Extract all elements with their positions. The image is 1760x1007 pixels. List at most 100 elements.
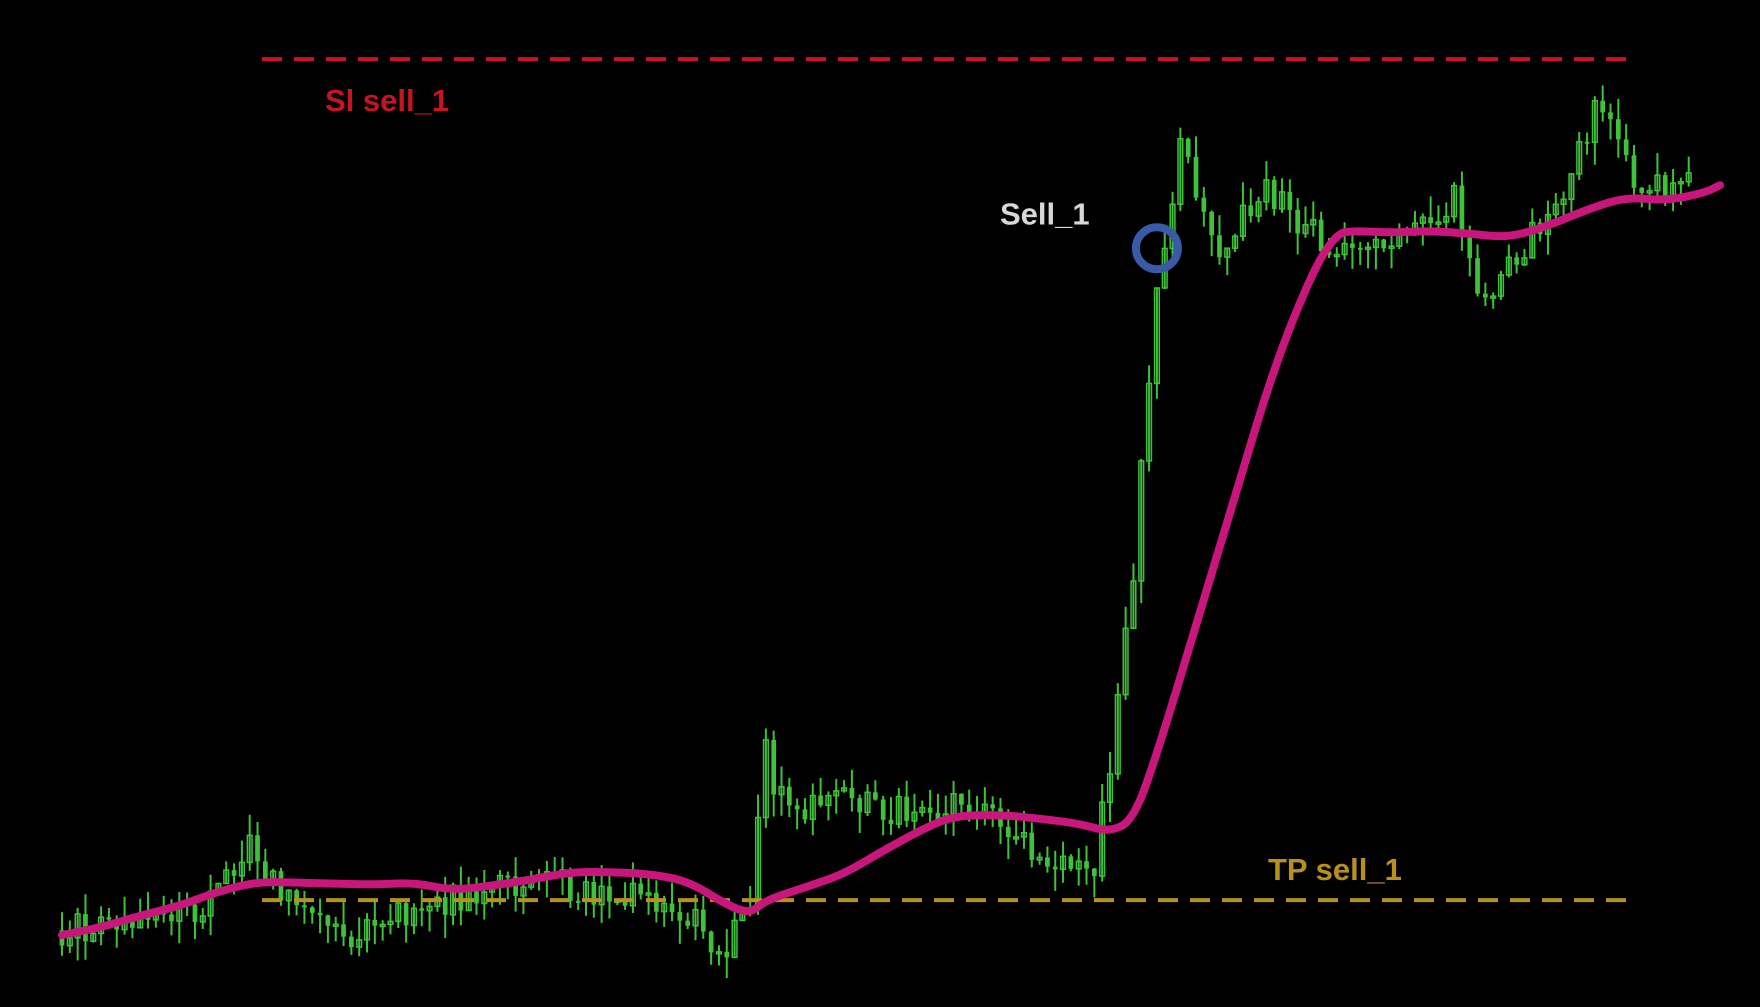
- candle-body: [825, 794, 832, 807]
- candle-body: [199, 915, 206, 923]
- candle-body: [1145, 382, 1153, 462]
- candle-body: [1576, 140, 1583, 175]
- candle-body: [1505, 256, 1512, 276]
- candle-body: [904, 796, 909, 821]
- candle-body: [246, 834, 253, 864]
- candle-body: [1169, 203, 1176, 250]
- candle-body: [1654, 174, 1661, 192]
- candle-body: [1106, 773, 1114, 803]
- candle-body: [356, 939, 363, 948]
- candle-body: [840, 787, 848, 792]
- sell-marker-label: Sell_1: [1000, 196, 1090, 231]
- candle-body: [1278, 191, 1286, 210]
- candle-body: [568, 869, 573, 901]
- candle-body: [1364, 246, 1372, 251]
- candle-body: [629, 882, 637, 907]
- candle-body: [1483, 293, 1488, 298]
- candle-body: [1138, 460, 1145, 582]
- candle-body: [1443, 215, 1450, 223]
- sell-entry-marker: [1131, 223, 1182, 274]
- candle-body: [1357, 247, 1363, 250]
- candle-body: [1045, 857, 1050, 867]
- candle-body: [1232, 235, 1239, 249]
- candle-body: [654, 892, 659, 912]
- candle-body: [520, 886, 527, 897]
- candle-body: [1255, 201, 1262, 217]
- candle-body: [1677, 180, 1684, 185]
- candle-body: [1224, 247, 1231, 258]
- candle-body: [372, 919, 378, 926]
- candle-body: [864, 791, 871, 814]
- candle-body: [1052, 866, 1058, 870]
- candle-body: [332, 923, 339, 928]
- candle-body: [685, 920, 691, 926]
- candle-body: [1623, 139, 1629, 156]
- candle-body: [1013, 836, 1020, 840]
- candle-body: [106, 917, 112, 920]
- candle-body: [458, 885, 464, 911]
- candle-body: [1662, 175, 1668, 198]
- candle-body: [762, 739, 769, 819]
- candle-body: [1153, 287, 1161, 385]
- candle-body: [935, 812, 941, 823]
- candle-body: [669, 903, 675, 913]
- candle-body: [1459, 185, 1465, 232]
- candle-body: [505, 875, 511, 878]
- candle-body: [809, 794, 816, 821]
- candle-body: [1075, 860, 1082, 870]
- candle-body: [849, 787, 855, 799]
- candle-body: [715, 951, 723, 955]
- candle-body: [802, 809, 808, 820]
- candle-body: [1059, 855, 1067, 871]
- candle-body: [786, 786, 792, 806]
- candle-body: [1130, 580, 1137, 630]
- candle-body: [857, 798, 863, 813]
- candle-body: [1428, 217, 1433, 224]
- candle-body: [1209, 211, 1214, 236]
- candle-body: [1248, 205, 1254, 217]
- candle-body: [1084, 861, 1089, 869]
- candle-body: [426, 905, 433, 912]
- candle-body: [294, 890, 299, 906]
- candle-body: [419, 908, 425, 911]
- candle-body: [661, 902, 668, 913]
- candle-body: [317, 912, 323, 916]
- candle-body: [1568, 173, 1575, 201]
- candle-body: [1091, 868, 1097, 877]
- candle-body: [638, 883, 644, 895]
- candle-body: [379, 923, 386, 928]
- candle-body: [1239, 204, 1247, 237]
- candle-body: [1217, 235, 1222, 258]
- candle-body: [1193, 156, 1199, 198]
- candle-body: [1318, 219, 1324, 252]
- candle-body: [192, 904, 198, 922]
- candle-body: [1615, 119, 1621, 140]
- candle-body: [410, 907, 418, 927]
- candle-body: [1271, 179, 1277, 209]
- candle-body: [1263, 179, 1270, 203]
- candle-body: [1326, 251, 1332, 255]
- candle-body: [1450, 184, 1458, 218]
- moving-average-line: [58, 181, 1724, 940]
- candle-body: [1685, 172, 1692, 183]
- candle-body: [169, 914, 174, 922]
- candle-body: [911, 811, 918, 822]
- candle-body: [919, 806, 926, 814]
- candle-body: [1608, 112, 1613, 120]
- candle-body: [1287, 191, 1293, 210]
- candle-body: [1114, 693, 1121, 775]
- candle-body: [1099, 801, 1106, 877]
- candle-body: [1029, 832, 1035, 860]
- sl-level-label: Sl sell_1: [325, 83, 449, 118]
- candle-body: [966, 804, 972, 813]
- candle-body: [708, 931, 714, 953]
- candle-body: [622, 900, 628, 906]
- candle-body: [1467, 231, 1473, 259]
- candle-body: [1490, 295, 1497, 299]
- candle-body: [1639, 187, 1645, 193]
- candle-body: [1497, 274, 1505, 297]
- candle-body: [1201, 197, 1207, 212]
- candle-body: [130, 918, 135, 928]
